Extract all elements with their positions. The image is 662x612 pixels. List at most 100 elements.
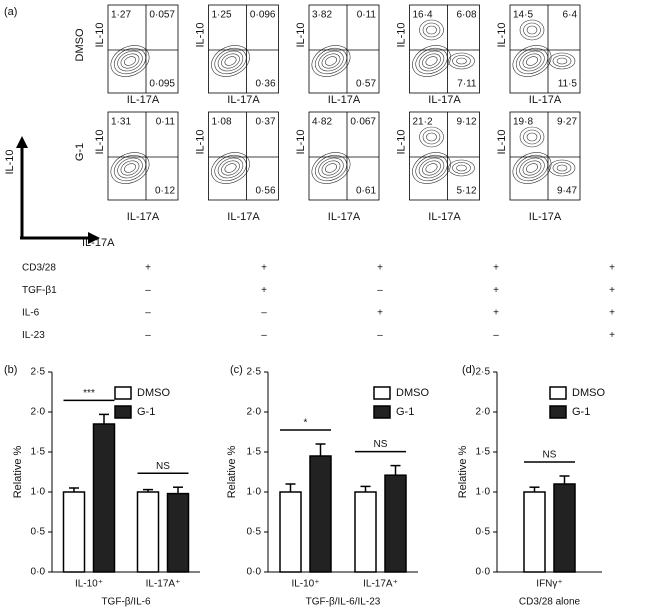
contour (117, 157, 143, 179)
contour (110, 152, 150, 184)
y-axis-title: Relative % (457, 445, 469, 498)
condition-mark: + (493, 308, 499, 319)
y-tick-label: 2·0 (247, 407, 262, 418)
y-tick-label: 1·0 (247, 487, 262, 498)
x-axis-label: IL-17A (127, 211, 160, 223)
contour (211, 45, 250, 77)
contour (522, 53, 542, 69)
quadrant-value: 21·2 (413, 117, 433, 128)
contour (110, 45, 150, 77)
y-axis-label: IL-10 (395, 22, 407, 47)
x-axis-title: TGF-β/IL-6 (101, 597, 151, 608)
legend-label: G-1 (137, 406, 155, 418)
y-tick-label: 0·5 (476, 527, 491, 538)
legend-label: G-1 (572, 406, 590, 418)
quadrant-value: 1·08 (212, 117, 232, 128)
panel-label: (c) (230, 364, 243, 376)
x-tick-label: IFNγ⁺ (536, 579, 562, 590)
quadrant-value: 6·08 (456, 10, 476, 21)
contour (321, 160, 341, 176)
contour (422, 53, 441, 69)
contour (456, 57, 467, 65)
significance-label: * (304, 418, 308, 429)
y-tick-label: 2·5 (476, 367, 491, 378)
bar (136, 491, 160, 573)
legend-label: DMSO (396, 387, 429, 399)
contour (318, 157, 344, 179)
row-label: G-1 (74, 143, 86, 161)
contour (120, 160, 140, 176)
condition-mark: + (493, 263, 499, 274)
contour (425, 163, 438, 173)
contour (422, 22, 441, 38)
bar (92, 423, 116, 573)
y-axis-title: Relative % (226, 445, 238, 498)
flow-plot (409, 111, 480, 201)
quadrant-value: 16·4 (413, 10, 433, 21)
x-axis-label: IL-17A (428, 211, 461, 223)
quadrant-value: 19·8 (513, 117, 533, 128)
quadrant-value: 11·5 (558, 79, 578, 90)
condition-mark: + (493, 285, 499, 296)
condition-mark: + (609, 330, 615, 341)
contour (523, 22, 541, 38)
contour (224, 56, 237, 66)
contour (217, 50, 244, 72)
quadrant-value: 0·095 (149, 79, 175, 90)
condition-mark: – (145, 285, 151, 296)
significance-label: *** (83, 388, 95, 399)
x-axis-label: IL-17A (227, 94, 260, 106)
contour (124, 56, 136, 66)
y-tick-label: 1·0 (31, 487, 46, 498)
contour (519, 19, 545, 41)
y-axis-label: IL-10 (496, 129, 508, 154)
flow-plot (208, 111, 279, 201)
flow-plot (107, 111, 179, 201)
contour (321, 53, 341, 69)
contour (556, 164, 568, 172)
condition-mark: + (145, 263, 151, 274)
x-tick-label: IL-10⁺ (75, 579, 103, 590)
legend-swatch (114, 386, 132, 400)
quadrant-value: 0·057 (149, 10, 175, 21)
quadrant-value: 0·12 (155, 186, 175, 197)
contour (448, 159, 475, 177)
flow-plot (509, 4, 581, 94)
quadrant-value: 7·11 (457, 79, 477, 90)
contour (422, 129, 441, 145)
x-axis-label: IL-17A (529, 211, 562, 223)
row-label: DMSO (74, 28, 86, 61)
condition-mark: – (261, 308, 267, 319)
contour (456, 164, 467, 172)
y-axis-title: Relative % (12, 445, 24, 498)
contour (548, 52, 576, 70)
legend-x-label: IL-17A (82, 237, 115, 249)
bar (384, 474, 407, 573)
arrow-head (16, 136, 28, 148)
panel-label: (b) (4, 364, 17, 376)
arrow-head (88, 232, 100, 244)
y-tick-label: 0·0 (31, 567, 46, 578)
condition-mark: + (261, 263, 267, 274)
quadrant-value: 0·096 (250, 10, 276, 21)
y-axis-label: IL-10 (295, 129, 307, 154)
contour (419, 19, 444, 41)
significance-label: NS (156, 461, 170, 472)
quadrant-value: 9·27 (557, 117, 577, 128)
bar (553, 483, 576, 573)
condition-mark: – (493, 330, 499, 341)
flow-plot (208, 4, 279, 94)
y-tick-label: 2·5 (247, 367, 262, 378)
x-axis-label: IL-17A (529, 94, 562, 106)
y-tick-label: 1·0 (476, 487, 491, 498)
y-tick-label: 1·5 (247, 447, 262, 458)
contour (526, 132, 538, 142)
contour (452, 55, 471, 67)
contour (221, 160, 240, 176)
contour (526, 25, 538, 35)
x-axis-label: IL-17A (328, 211, 361, 223)
contour (526, 56, 538, 66)
contour (526, 163, 538, 173)
